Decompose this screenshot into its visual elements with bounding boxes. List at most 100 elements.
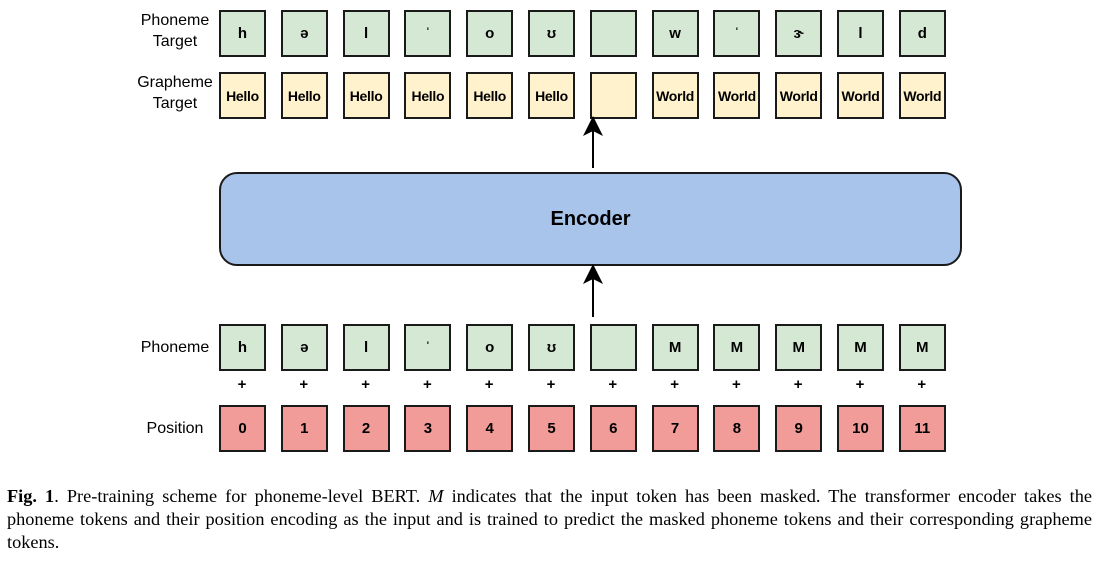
phoneme-input-token-text: M bbox=[792, 339, 805, 356]
grapheme-target-token-4: Hello bbox=[466, 72, 514, 119]
grapheme-target-token-text: World bbox=[717, 87, 756, 104]
position-token-text: 9 bbox=[794, 420, 803, 437]
phoneme-target-token-0: h bbox=[219, 10, 266, 57]
plus-sign-4: + bbox=[484, 376, 494, 393]
phoneme-target-token-5: ʊ bbox=[528, 10, 575, 57]
position-token-text: 3 bbox=[423, 420, 433, 437]
phoneme-target-token-text: h bbox=[237, 25, 248, 42]
phoneme-input-token-text: M bbox=[916, 339, 929, 356]
plus-sign-8: + bbox=[732, 376, 741, 393]
caption-text-pre: . Pre-training scheme for phoneme-level … bbox=[54, 486, 429, 506]
phoneme-input-token-2: l bbox=[342, 324, 390, 371]
phoneme-target-token-text: ˈ bbox=[425, 25, 431, 42]
phoneme-target-token-text: ˈ bbox=[734, 25, 740, 42]
position-token-11: 11 bbox=[898, 405, 946, 452]
phoneme-target-token-8: ˈ bbox=[713, 10, 761, 57]
plus-sign-6: + bbox=[608, 376, 618, 393]
grapheme-target-token-3: Hello bbox=[404, 72, 452, 119]
phoneme-target-token-text: l bbox=[364, 25, 369, 42]
grapheme-target-token-6 bbox=[589, 72, 637, 119]
phoneme-target-token-text: ɝ bbox=[793, 25, 804, 42]
plus-sign-9: + bbox=[793, 376, 803, 393]
phoneme-target-token-text: w bbox=[669, 25, 681, 42]
grapheme-target-label-line1: Grapheme bbox=[137, 74, 213, 91]
grapheme-target-token-9: World bbox=[775, 72, 823, 119]
phoneme-target-label: Phoneme Target bbox=[100, 10, 250, 52]
encoder-label: Encoder bbox=[550, 207, 631, 230]
phoneme-target-token-text: ə bbox=[300, 25, 309, 42]
phoneme-target-token-3: ˈ bbox=[404, 10, 452, 57]
position-token-text: 0 bbox=[238, 420, 247, 437]
phoneme-input-token-1: ə bbox=[280, 324, 328, 371]
grapheme-target-token-11: World bbox=[898, 72, 946, 119]
phoneme-input-token-text: ˈ bbox=[425, 339, 431, 356]
position-token-text: 7 bbox=[670, 420, 680, 437]
phoneme-input-token-text: o bbox=[485, 339, 495, 356]
grapheme-target-token-0: Hello bbox=[219, 72, 266, 119]
position-token-10: 10 bbox=[837, 405, 884, 452]
phoneme-target-token-9: ɝ bbox=[775, 10, 823, 57]
phoneme-target-token-text: l bbox=[858, 25, 863, 42]
position-token-3: 3 bbox=[404, 405, 452, 452]
phoneme-input-token-0: h bbox=[219, 324, 266, 371]
caption-fig-label: Fig. 1 bbox=[7, 486, 55, 506]
phoneme-target-token-11: d bbox=[898, 10, 946, 57]
phoneme-input-token-5: ʊ bbox=[528, 324, 575, 371]
phoneme-input-token-text: l bbox=[364, 339, 369, 356]
phoneme-input-token-text: M bbox=[730, 339, 744, 356]
grapheme-target-token-1: Hello bbox=[280, 72, 328, 119]
position-label: Position bbox=[146, 420, 204, 437]
phoneme-target-token-text: o bbox=[485, 25, 495, 42]
position-token-text: 8 bbox=[732, 420, 742, 437]
phoneme-target-token-4: o bbox=[466, 10, 514, 57]
grapheme-target-token-text: Hello bbox=[473, 87, 507, 104]
phoneme-label: Phoneme bbox=[140, 339, 210, 356]
phoneme-input-token-11: M bbox=[898, 324, 946, 371]
phoneme-input-token-text: ə bbox=[300, 339, 309, 356]
phoneme-input-token-6 bbox=[589, 324, 637, 371]
grapheme-target-token-text: Hello bbox=[226, 87, 259, 104]
position-token-text: 4 bbox=[485, 420, 494, 437]
grapheme-target-token-text: Hello bbox=[287, 87, 321, 104]
phoneme-input-token-text: ʊ bbox=[546, 339, 557, 356]
plus-sign-3: + bbox=[423, 376, 432, 393]
plus-sign-7: + bbox=[670, 376, 679, 393]
position-token-2: 2 bbox=[342, 405, 390, 452]
grapheme-target-token-5: Hello bbox=[528, 72, 575, 119]
encoder-block: Encoder bbox=[219, 172, 962, 266]
plus-sign-5: + bbox=[546, 376, 556, 393]
phoneme-target-token-10: l bbox=[837, 10, 884, 57]
grapheme-target-token-text: World bbox=[779, 87, 818, 104]
phoneme-input-token-text: M bbox=[854, 339, 867, 356]
position-token-text: 11 bbox=[914, 420, 931, 437]
figure-caption: Fig. 1. Pre-training scheme for phoneme-… bbox=[7, 485, 1092, 554]
position-token-8: 8 bbox=[713, 405, 761, 452]
phoneme-input-token-7: M bbox=[651, 324, 699, 371]
plus-sign-11: + bbox=[917, 376, 927, 393]
position-token-6: 6 bbox=[589, 405, 637, 452]
phoneme-target-token-text: d bbox=[917, 25, 927, 42]
grapheme-target-token-text: World bbox=[903, 87, 942, 104]
position-token-text: 1 bbox=[300, 420, 309, 437]
plus-sign-2: + bbox=[361, 376, 370, 393]
phoneme-target-token-2: l bbox=[342, 10, 390, 57]
caption-mask-symbol: M bbox=[428, 486, 444, 506]
plus-sign-0: + bbox=[237, 376, 247, 393]
phoneme-input-token-text: h bbox=[237, 339, 248, 356]
phoneme-target-token-7: w bbox=[651, 10, 699, 57]
grapheme-target-label: Grapheme Target bbox=[100, 72, 250, 114]
position-token-0: 0 bbox=[219, 405, 266, 452]
position-token-1: 1 bbox=[280, 405, 328, 452]
phoneme-input-token-8: M bbox=[713, 324, 761, 371]
grapheme-target-token-text: Hello bbox=[535, 87, 568, 104]
grapheme-target-token-text: World bbox=[656, 87, 695, 104]
grapheme-target-token-2: Hello bbox=[342, 72, 390, 119]
position-token-5: 5 bbox=[528, 405, 575, 452]
phoneme-input-token-3: ˈ bbox=[404, 324, 452, 371]
grapheme-target-token-8: World bbox=[713, 72, 761, 119]
grapheme-target-token-text: Hello bbox=[411, 87, 445, 104]
phoneme-input-token-4: o bbox=[466, 324, 514, 371]
grapheme-target-token-text: World bbox=[841, 87, 880, 104]
position-token-7: 7 bbox=[651, 405, 699, 452]
caption-text-post: indicates that the input token has been … bbox=[7, 486, 1093, 552]
